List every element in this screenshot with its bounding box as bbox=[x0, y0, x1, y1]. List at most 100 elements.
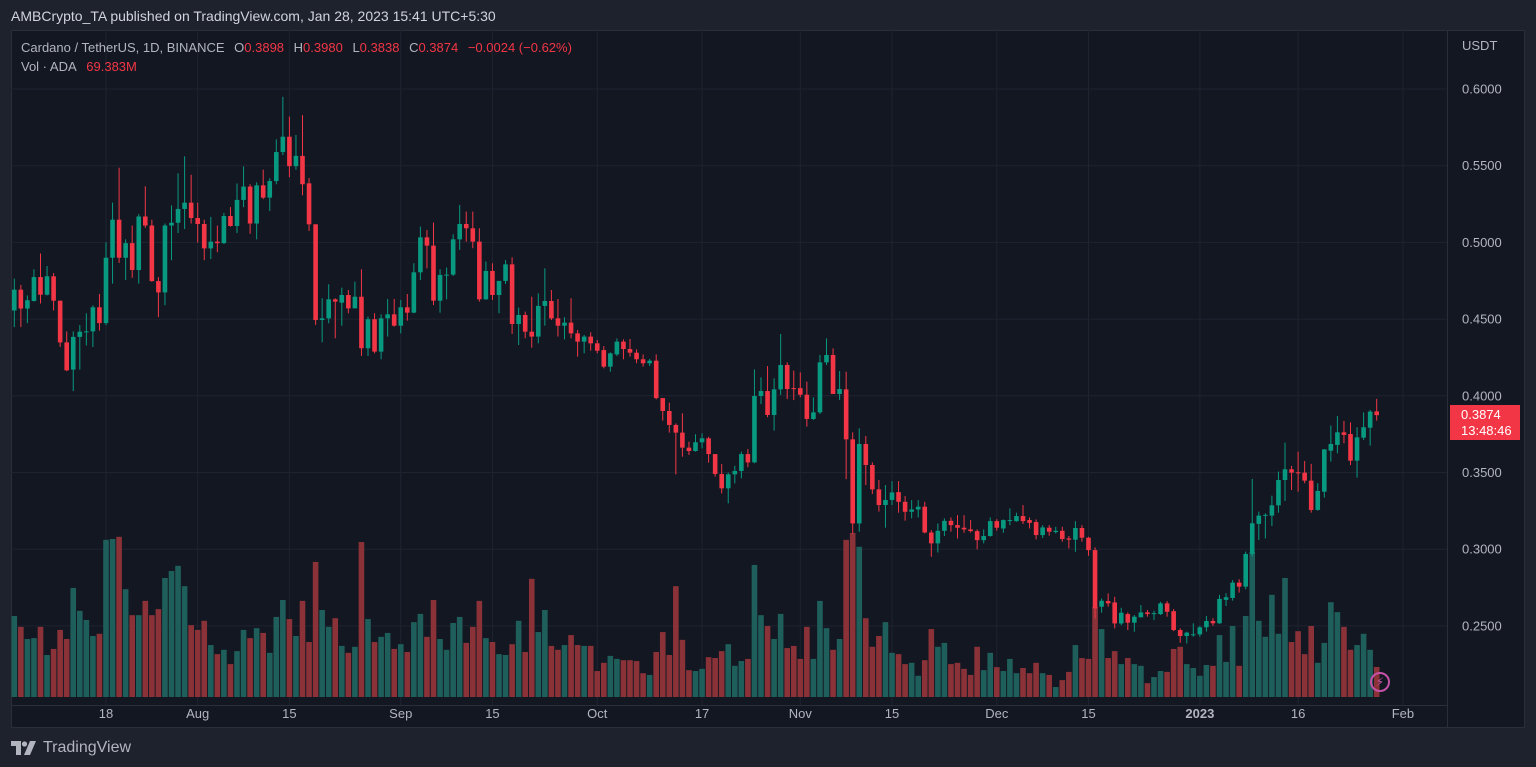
lightning-bolt-icon[interactable]: ⚡︎ bbox=[1370, 672, 1390, 692]
candle-body[interactable] bbox=[699, 438, 705, 443]
candle-body[interactable] bbox=[12, 289, 17, 311]
candle-body[interactable] bbox=[97, 307, 102, 324]
candle-body[interactable] bbox=[483, 270, 489, 300]
candle-body[interactable] bbox=[555, 318, 561, 326]
candle-body[interactable] bbox=[372, 319, 377, 352]
candle-body[interactable] bbox=[1322, 449, 1327, 492]
candle-body[interactable] bbox=[981, 536, 986, 541]
candle-body[interactable] bbox=[44, 276, 50, 295]
candle-body[interactable] bbox=[1164, 603, 1170, 612]
candle-body[interactable] bbox=[1020, 516, 1026, 522]
candle-body[interactable] bbox=[25, 300, 30, 309]
candle-body[interactable] bbox=[437, 274, 443, 301]
candle-body[interactable] bbox=[987, 521, 993, 537]
candle-body[interactable] bbox=[136, 216, 142, 271]
candle-body[interactable] bbox=[201, 223, 207, 249]
candle-body[interactable] bbox=[1177, 630, 1183, 637]
candle-body[interactable] bbox=[745, 454, 751, 463]
candle-body[interactable] bbox=[1191, 634, 1196, 636]
candle-body[interactable] bbox=[38, 277, 43, 295]
candle-body[interactable] bbox=[1269, 505, 1275, 516]
candle-body[interactable] bbox=[470, 228, 476, 242]
candle-body[interactable] bbox=[123, 243, 128, 258]
candle-body[interactable] bbox=[326, 299, 331, 319]
candle-body[interactable] bbox=[1315, 490, 1321, 510]
candle-body[interactable] bbox=[1092, 550, 1098, 609]
candle-body[interactable] bbox=[149, 225, 155, 282]
candle-body[interactable] bbox=[843, 389, 849, 440]
candle-body[interactable] bbox=[195, 218, 200, 224]
candle-body[interactable] bbox=[594, 343, 600, 351]
candle-body[interactable] bbox=[1243, 553, 1248, 587]
candle-body[interactable] bbox=[1354, 437, 1360, 461]
candle-body[interactable] bbox=[359, 296, 364, 349]
candle-body[interactable] bbox=[496, 280, 502, 296]
candle-body[interactable] bbox=[824, 354, 829, 363]
candle-body[interactable] bbox=[457, 223, 462, 240]
candle-body[interactable] bbox=[896, 492, 901, 502]
candle-body[interactable] bbox=[378, 318, 384, 352]
candle-body[interactable] bbox=[1361, 427, 1366, 438]
candle-body[interactable] bbox=[634, 352, 639, 360]
candle-body[interactable] bbox=[129, 243, 135, 271]
candle-body[interactable] bbox=[1040, 527, 1045, 536]
candle-body[interactable] bbox=[1053, 530, 1059, 533]
candle-body[interactable] bbox=[241, 186, 246, 200]
candle-body[interactable] bbox=[1001, 520, 1006, 529]
candle-body[interactable] bbox=[424, 237, 430, 246]
candle-body[interactable] bbox=[811, 412, 816, 419]
candle-body[interactable] bbox=[929, 532, 934, 544]
candle-body[interactable] bbox=[830, 354, 836, 394]
candle-body[interactable] bbox=[1328, 443, 1334, 451]
candle-body[interactable] bbox=[70, 336, 76, 370]
candle-body[interactable] bbox=[51, 276, 56, 301]
candle-body[interactable] bbox=[653, 360, 659, 399]
candle-body[interactable] bbox=[1060, 530, 1065, 540]
candle-body[interactable] bbox=[752, 395, 757, 463]
candle-body[interactable] bbox=[1125, 614, 1131, 623]
candle-body[interactable] bbox=[876, 489, 882, 506]
candle-body[interactable] bbox=[182, 202, 187, 209]
candle-body[interactable] bbox=[1099, 600, 1104, 607]
candle-body[interactable] bbox=[1230, 582, 1235, 598]
candle-body[interactable] bbox=[856, 443, 862, 524]
candle-body[interactable] bbox=[306, 183, 312, 225]
candle-body[interactable] bbox=[332, 299, 338, 302]
candle-body[interactable] bbox=[228, 216, 233, 226]
candle-body[interactable] bbox=[994, 521, 1000, 528]
candle-body[interactable] bbox=[536, 305, 541, 337]
candle-body[interactable] bbox=[791, 388, 797, 390]
candle-body[interactable] bbox=[1295, 472, 1301, 474]
candle-body[interactable] bbox=[732, 470, 738, 475]
candle-body[interactable] bbox=[804, 394, 810, 419]
candle-body[interactable] bbox=[784, 364, 790, 390]
candle-body[interactable] bbox=[84, 331, 89, 333]
candle-body[interactable] bbox=[463, 223, 469, 229]
candle-body[interactable] bbox=[640, 359, 646, 364]
candle-body[interactable] bbox=[18, 289, 24, 309]
candle-body[interactable] bbox=[1158, 603, 1163, 615]
candle-body[interactable] bbox=[837, 389, 842, 394]
candle-body[interactable] bbox=[1249, 523, 1255, 554]
candle-body[interactable] bbox=[1007, 520, 1013, 522]
candle-body[interactable] bbox=[339, 295, 345, 303]
candle-body[interactable] bbox=[915, 506, 921, 510]
candle-body[interactable] bbox=[575, 333, 580, 342]
tradingview-footer[interactable]: TradingView bbox=[11, 739, 131, 757]
candle-body[interactable] bbox=[1236, 582, 1242, 587]
candle-body[interactable] bbox=[90, 307, 96, 332]
candle-body[interactable] bbox=[450, 239, 456, 275]
candle-body[interactable] bbox=[1276, 480, 1281, 506]
candle-body[interactable] bbox=[955, 525, 960, 528]
candle-body[interactable] bbox=[889, 492, 895, 500]
candle-body[interactable] bbox=[1204, 620, 1209, 628]
candle-body[interactable] bbox=[274, 152, 279, 182]
candle-body[interactable] bbox=[516, 314, 521, 325]
candle-body[interactable] bbox=[968, 529, 973, 532]
candle-body[interactable] bbox=[765, 391, 770, 415]
candle-body[interactable] bbox=[680, 432, 685, 448]
candle-body[interactable] bbox=[1112, 602, 1117, 624]
candle-body[interactable] bbox=[1282, 469, 1288, 481]
candle-body[interactable] bbox=[1289, 469, 1294, 473]
candlestick-chart[interactable]: 0.6000 0.5500 0.5000 0.4500 0.4000 0.3500 0.30… bbox=[11, 30, 1525, 728]
